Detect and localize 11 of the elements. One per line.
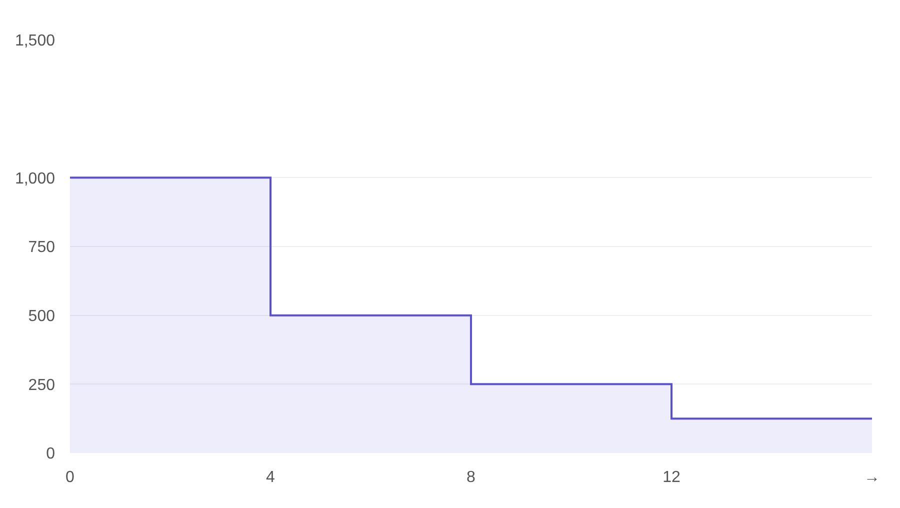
x-tick-label: → <box>864 469 880 486</box>
y-tick-label: 250 <box>28 376 56 394</box>
x-tick-label: 0 <box>66 469 75 486</box>
y-tick-label: 750 <box>28 239 56 256</box>
y-tick-label: 1,500 <box>14 32 56 50</box>
y-tick-label: 1,000 <box>14 170 56 188</box>
x-tick-label: 8 <box>466 469 476 486</box>
y-tick-label: 0 <box>46 446 56 463</box>
y-tick-label: 500 <box>28 308 56 325</box>
x-tick-label: 12 <box>662 469 680 486</box>
x-tick-label: 4 <box>266 469 276 486</box>
